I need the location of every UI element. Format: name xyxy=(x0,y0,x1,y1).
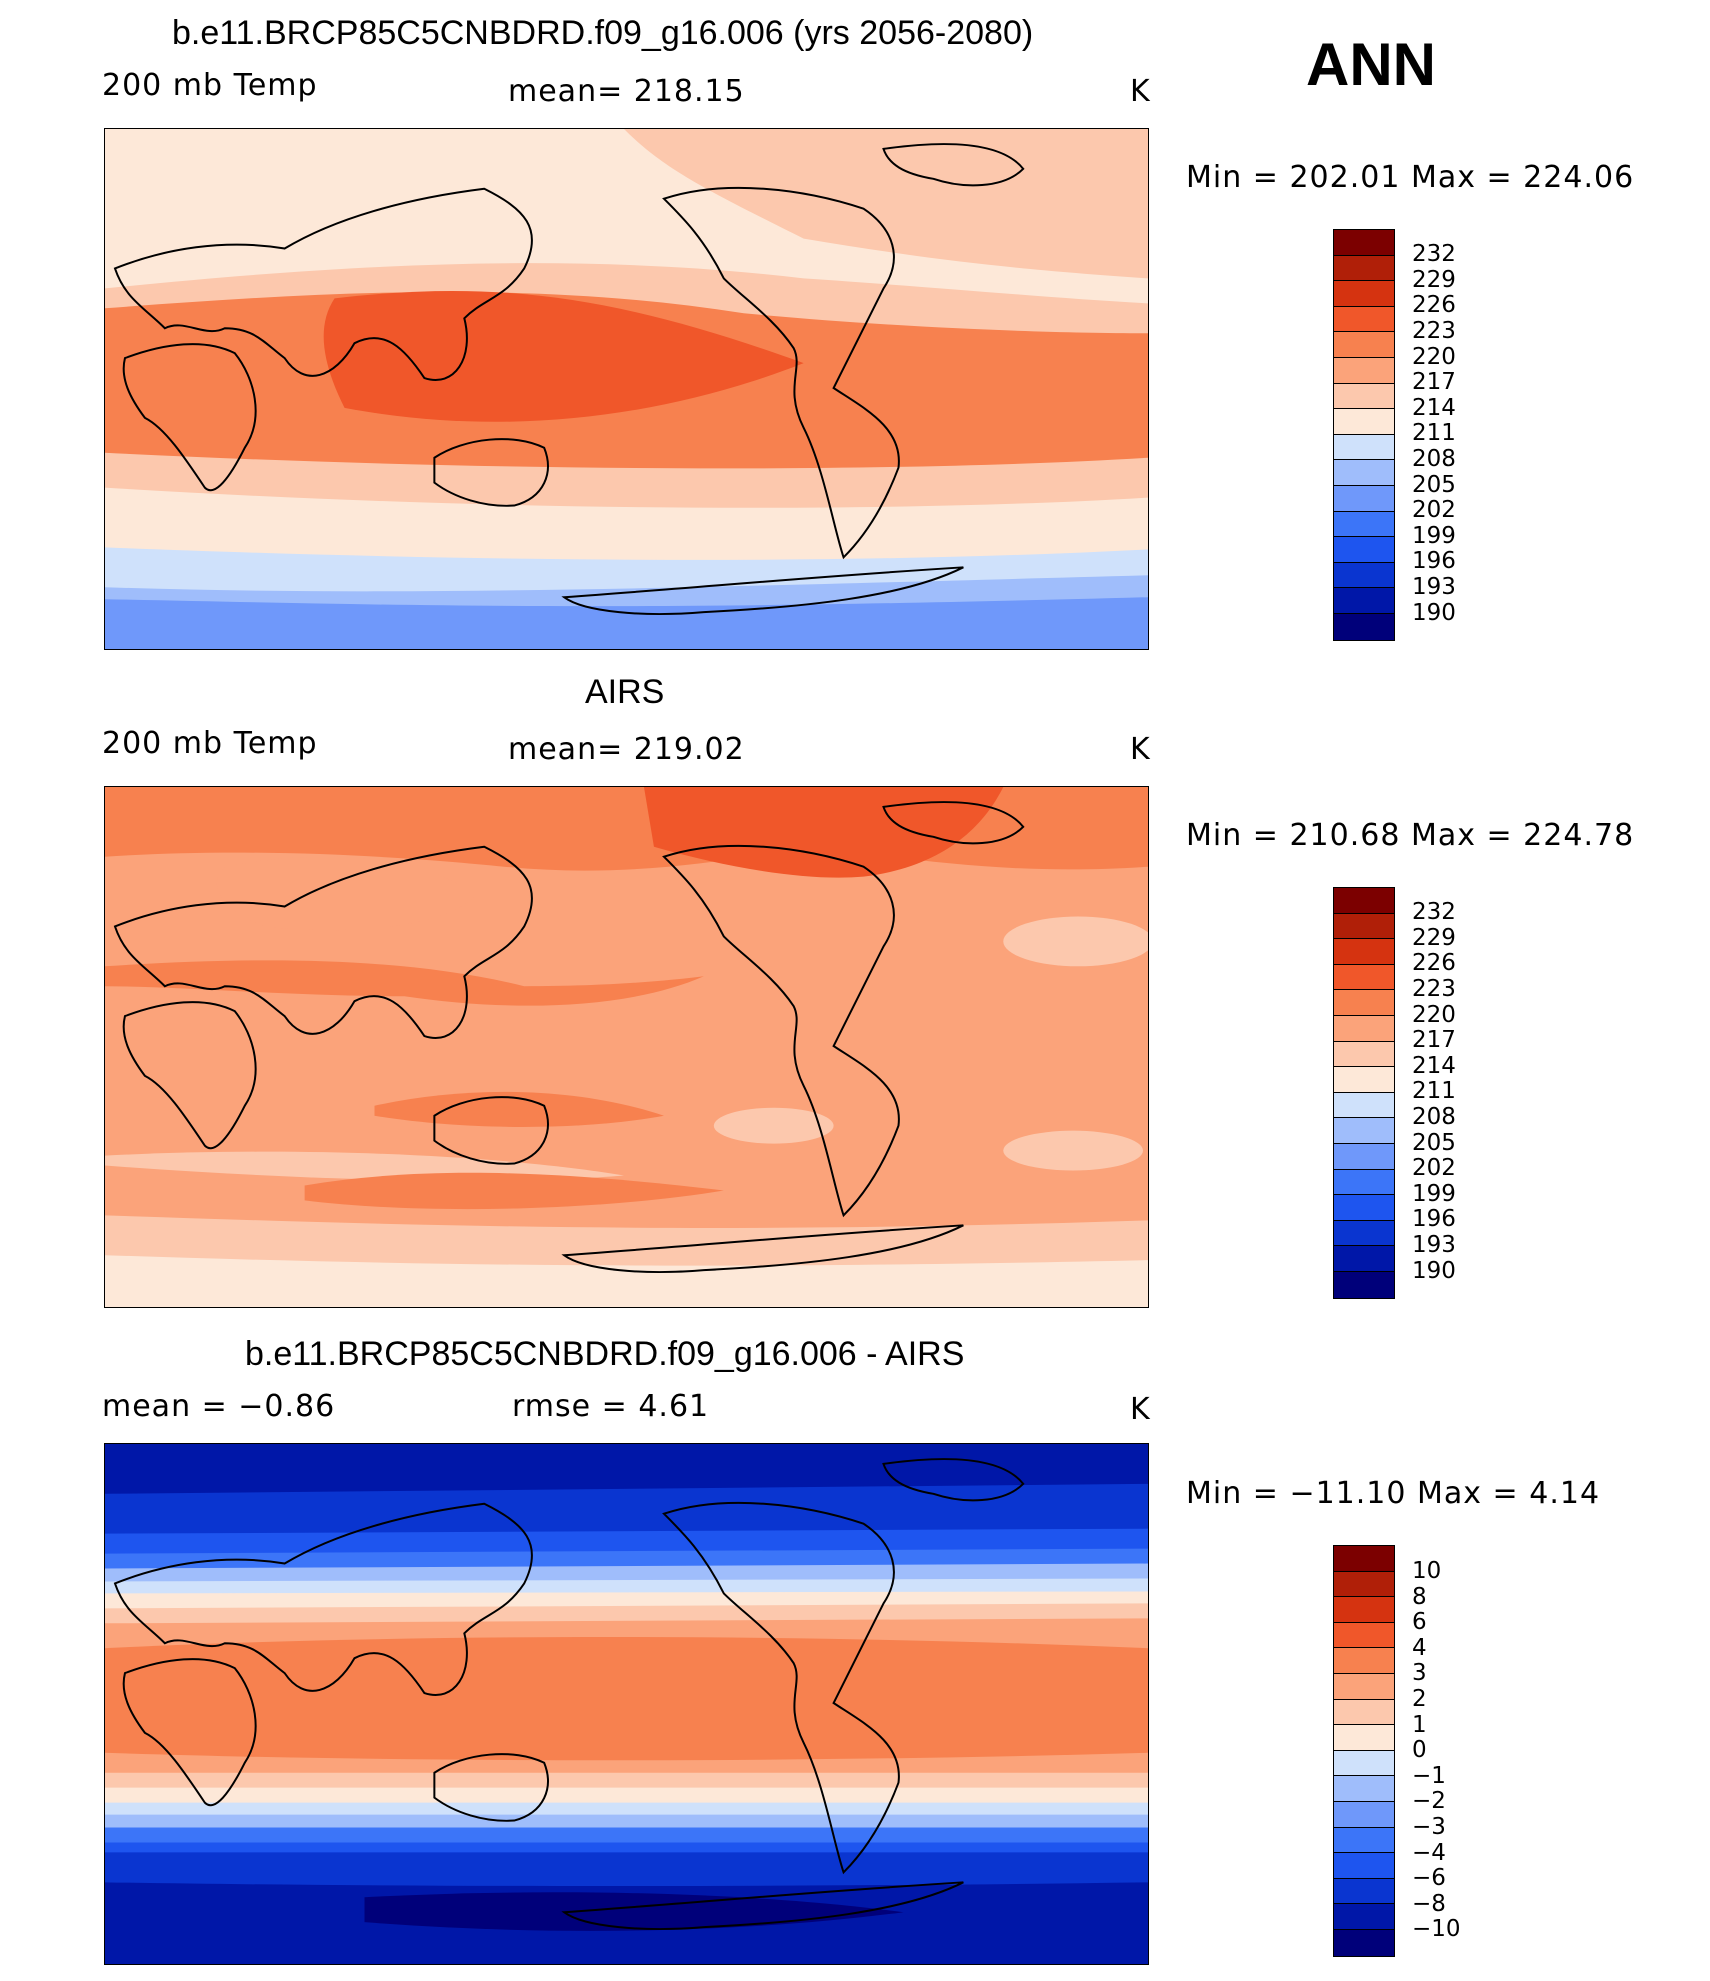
colorbar-obs xyxy=(1333,887,1395,1299)
colorbar-model-label: 208 xyxy=(1412,446,1456,472)
colorbar-obs-label: 202 xyxy=(1412,1155,1456,1181)
colorbar-diff-label: −3 xyxy=(1412,1814,1446,1840)
colorbar-diff-label: −10 xyxy=(1412,1916,1461,1942)
colorbar-diff-label: −2 xyxy=(1412,1788,1446,1814)
colorbar-model-label: 211 xyxy=(1412,420,1456,446)
colorbar-model-label: 229 xyxy=(1412,267,1456,293)
colorbar-diff xyxy=(1333,1545,1395,1957)
map-diff xyxy=(104,1443,1149,1965)
panel-obs-mean: mean= 219.02 xyxy=(508,732,745,767)
season-label: ANN xyxy=(1306,31,1436,98)
colorbar-model-label: 199 xyxy=(1412,523,1456,549)
colorbar-model-label: 217 xyxy=(1412,369,1456,395)
colorbar-diff-label: 10 xyxy=(1412,1558,1442,1584)
colorbar-diff-label: −4 xyxy=(1412,1840,1446,1866)
colorbar-obs-label: 226 xyxy=(1412,950,1456,976)
panel-diff-title: b.e11.BRCP85C5CNBDRD.f09_g16.006 - AIRS xyxy=(245,1335,965,1373)
panel-diff-rmse: rmse = 4.61 xyxy=(512,1389,710,1424)
colorbar-obs-label: 190 xyxy=(1412,1258,1456,1284)
map-model xyxy=(104,128,1149,650)
colorbar-obs-label: 211 xyxy=(1412,1078,1456,1104)
colorbar-diff-label: −1 xyxy=(1412,1763,1446,1789)
colorbar-obs-label: 220 xyxy=(1412,1002,1456,1028)
colorbar-model-label: 196 xyxy=(1412,548,1456,574)
colorbar-obs-label: 232 xyxy=(1412,899,1456,925)
colorbar-model-label: 214 xyxy=(1412,395,1456,421)
colorbar-model-label: 202 xyxy=(1412,497,1456,523)
panel-obs-units: K xyxy=(1130,732,1151,767)
panel-model-units: K xyxy=(1130,74,1151,109)
colorbar-obs-label: 193 xyxy=(1412,1232,1456,1258)
colorbar-obs-label: 208 xyxy=(1412,1104,1456,1130)
colorbar-model xyxy=(1333,229,1395,641)
colorbar-diff-label: 4 xyxy=(1412,1635,1427,1661)
panel-obs-minmax: Min = 210.68 Max = 224.78 xyxy=(1186,818,1635,853)
colorbar-diff-label: 6 xyxy=(1412,1609,1427,1635)
map-obs xyxy=(104,786,1149,1308)
colorbar-obs-label: 217 xyxy=(1412,1027,1456,1053)
colorbar-diff-label: −6 xyxy=(1412,1865,1446,1891)
panel-obs-title: AIRS xyxy=(585,673,665,711)
panel-model-variable: 200 mb Temp xyxy=(102,68,318,103)
panel-model-title: b.e11.BRCP85C5CNBDRD.f09_g16.006 (yrs 20… xyxy=(172,14,1034,52)
colorbar-diff-label: −8 xyxy=(1412,1891,1446,1917)
panel-model-mean: mean= 218.15 xyxy=(508,74,745,109)
colorbar-model-label: 220 xyxy=(1412,344,1456,370)
colorbar-diff-label: 2 xyxy=(1412,1686,1427,1712)
colorbar-obs-label: 205 xyxy=(1412,1130,1456,1156)
colorbar-obs-label: 199 xyxy=(1412,1181,1456,1207)
colorbar-obs-label: 196 xyxy=(1412,1206,1456,1232)
colorbar-model-label: 190 xyxy=(1412,600,1456,626)
colorbar-model-label: 223 xyxy=(1412,318,1456,344)
colorbar-model-label: 193 xyxy=(1412,574,1456,600)
colorbar-diff-label: 0 xyxy=(1412,1737,1427,1763)
panel-diff-mean: mean = −0.86 xyxy=(102,1389,336,1424)
panel-diff-minmax: Min = −11.10 Max = 4.14 xyxy=(1186,1476,1601,1511)
colorbar-obs-label: 223 xyxy=(1412,976,1456,1002)
colorbar-model-label: 205 xyxy=(1412,472,1456,498)
colorbar-model-label: 226 xyxy=(1412,292,1456,318)
panel-obs-variable: 200 mb Temp xyxy=(102,726,318,761)
colorbar-diff-label: 1 xyxy=(1412,1712,1427,1738)
panel-diff-units: K xyxy=(1130,1392,1151,1427)
colorbar-obs-label: 229 xyxy=(1412,925,1456,951)
colorbar-diff-label: 8 xyxy=(1412,1584,1427,1610)
panel-model-minmax: Min = 202.01 Max = 224.06 xyxy=(1186,160,1635,195)
colorbar-obs-label: 214 xyxy=(1412,1053,1456,1079)
colorbar-diff-label: 3 xyxy=(1412,1660,1427,1686)
colorbar-model-label: 232 xyxy=(1412,241,1456,267)
